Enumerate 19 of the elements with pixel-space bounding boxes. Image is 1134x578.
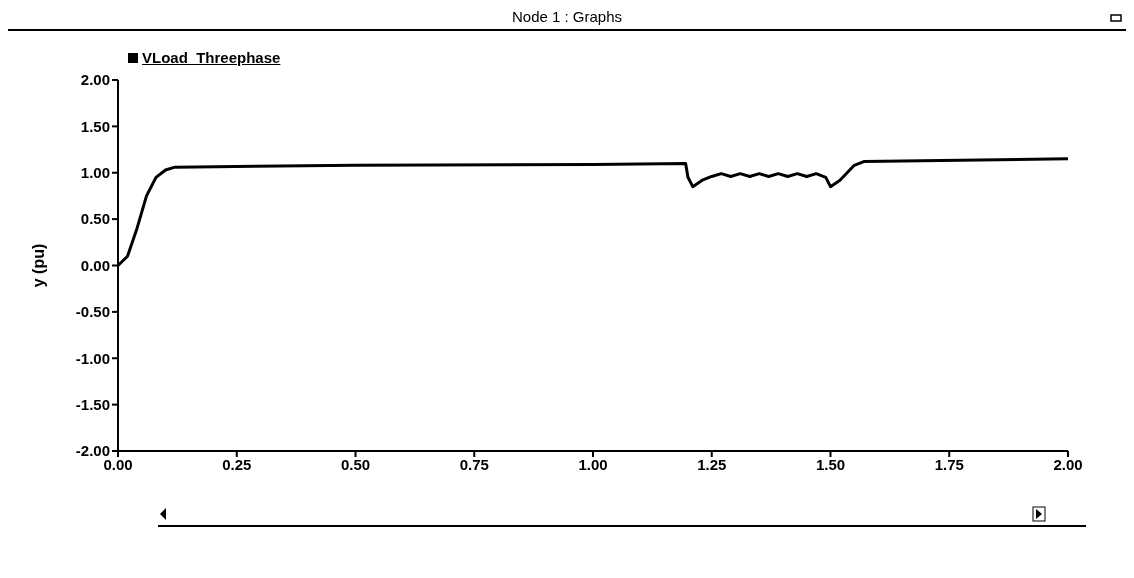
y-tick-label: -1.50 — [75, 395, 110, 413]
x-tick-label: 1.25 — [697, 455, 727, 473]
x-tick-label: 0.75 — [459, 455, 489, 473]
x-tick-label: 2.00 — [1053, 455, 1083, 473]
y-tick-label: 0.00 — [80, 256, 110, 274]
y-tick-label: 0.50 — [80, 210, 110, 228]
y-tick-label: 1.00 — [80, 164, 110, 182]
x-tick-label: 0.25 — [222, 455, 252, 473]
y-tick-label: 2.00 — [80, 71, 110, 89]
x-tick-label: 1.50 — [815, 455, 846, 473]
y-tick-label: 1.50 — [80, 117, 110, 135]
x-tick-label: 1.00 — [578, 455, 608, 473]
legend-label: VLoad_Threephase — [141, 49, 281, 66]
chart-title: Node 1 : Graphs — [8, 8, 1126, 31]
y-axis-title: y (pu) — [29, 243, 47, 288]
x-tick-label: 1.75 — [934, 455, 964, 473]
y-tick-label: -1.00 — [75, 349, 110, 367]
x-tick-label: 0.50 — [340, 455, 371, 473]
y-tick-label: -0.50 — [75, 303, 110, 321]
